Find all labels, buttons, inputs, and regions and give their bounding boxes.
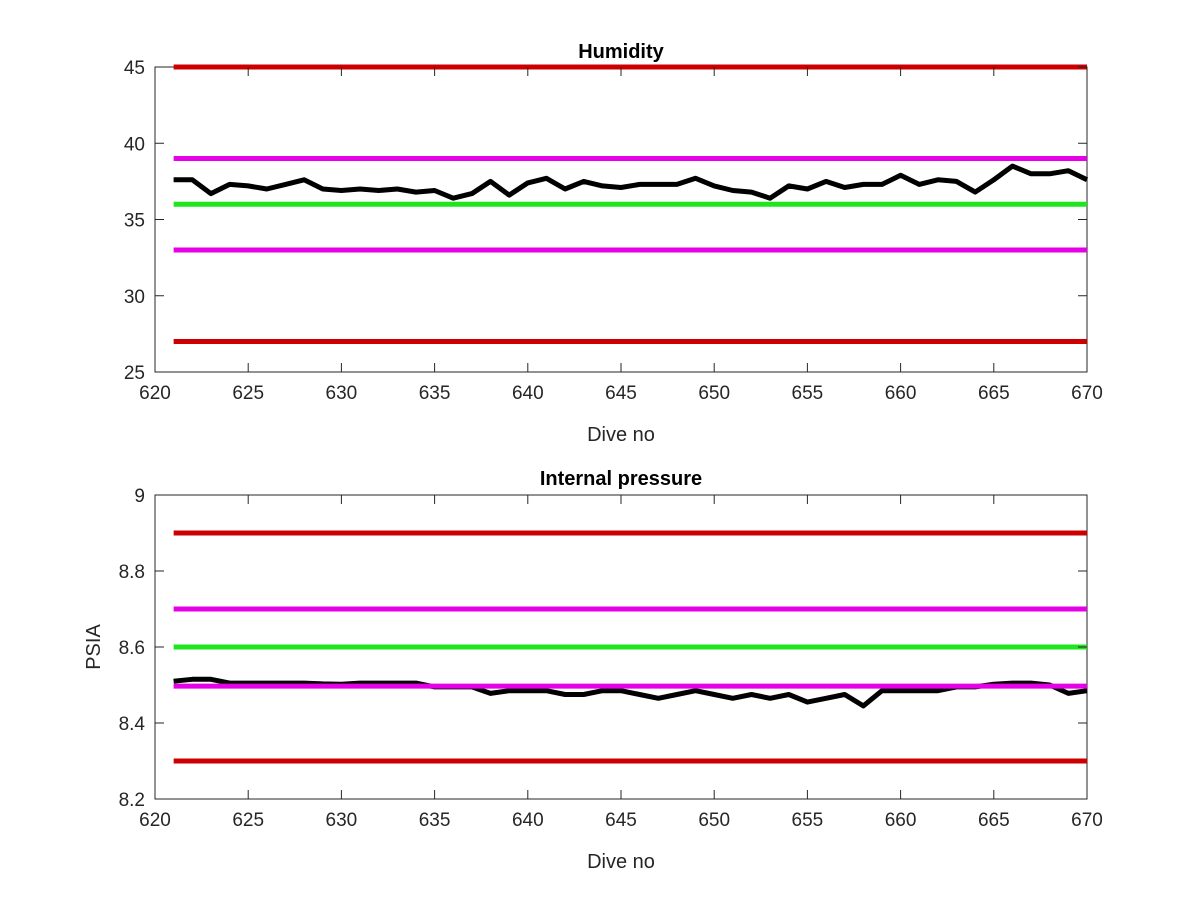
internal-pressure-y-tick-label-2: 8.6 bbox=[119, 638, 145, 659]
internal-pressure-y-tick-label-0: 8.2 bbox=[119, 790, 145, 811]
humidity-y-tick-label-3: 40 bbox=[124, 134, 145, 155]
humidity-y-tick-label-1: 30 bbox=[124, 287, 145, 308]
internal-pressure-x-tick-label-6: 650 bbox=[698, 810, 730, 831]
humidity-x-tick-label-9: 665 bbox=[978, 383, 1010, 404]
internal-pressure-x-tick-label-9: 665 bbox=[978, 810, 1010, 831]
humidity-x-tick-label-3: 635 bbox=[419, 383, 451, 404]
humidity-title: Humidity bbox=[578, 41, 664, 63]
internal-pressure-x-tick-label-10: 670 bbox=[1071, 810, 1103, 831]
internal-pressure-y-tick-label-3: 8.8 bbox=[119, 562, 145, 583]
humidity-x-tick-label-6: 650 bbox=[698, 383, 730, 404]
humidity-axes: 620 625 630 635 640 645 650 655 660 665 670 25 30 35 4… bbox=[124, 41, 1103, 446]
humidity-series-line-0 bbox=[173, 163, 1089, 201]
internal-pressure-y-tick-label-1: 8.4 bbox=[119, 714, 146, 735]
internal-pressure-x-tick-label-3: 635 bbox=[419, 810, 451, 831]
humidity-x-tick-label-5: 645 bbox=[605, 383, 637, 404]
internal-pressure-x-tick-label-1: 625 bbox=[232, 810, 264, 831]
internal-pressure-x-axis-label: Dive no bbox=[587, 851, 655, 873]
internal-pressure-x-tick-label-0: 620 bbox=[139, 810, 171, 831]
internal-pressure-y-axis-label: PSIA bbox=[83, 624, 105, 670]
internal-pressure-x-tick-label-2: 630 bbox=[326, 810, 358, 831]
internal-pressure-x-tick-label-8: 660 bbox=[885, 810, 917, 831]
humidity-x-tick-label-1: 625 bbox=[232, 383, 264, 404]
humidity-x-tick-label-2: 630 bbox=[326, 383, 358, 404]
humidity-x-tick-label-7: 655 bbox=[792, 383, 824, 404]
humidity-y-tick-label-2: 35 bbox=[124, 211, 145, 232]
humidity-x-tick-label-4: 640 bbox=[512, 383, 544, 404]
internal-pressure-x-tick-label-5: 645 bbox=[605, 810, 637, 831]
humidity-plot-area bbox=[154, 66, 1088, 373]
internal-pressure-y-tick-label-4: 9 bbox=[134, 486, 145, 507]
humidity-x-tick-label-10: 670 bbox=[1071, 383, 1103, 404]
internal-pressure-axes: 620 625 630 635 640 645 650 655 660 665 670 8.2 8.4 8… bbox=[83, 468, 1103, 873]
internal-pressure-x-tick-label-7: 655 bbox=[792, 810, 824, 831]
humidity-y-tick-label-0: 25 bbox=[124, 363, 145, 384]
humidity-x-tick-label-8: 660 bbox=[885, 383, 917, 404]
internal-pressure-title: Internal pressure bbox=[540, 468, 702, 490]
humidity-x-tick-label-0: 620 bbox=[139, 383, 171, 404]
humidity-x-axis-label: Dive no bbox=[587, 424, 655, 446]
humidity-y-tick-label-4: 45 bbox=[124, 58, 145, 79]
internal-pressure-x-tick-label-4: 640 bbox=[512, 810, 544, 831]
